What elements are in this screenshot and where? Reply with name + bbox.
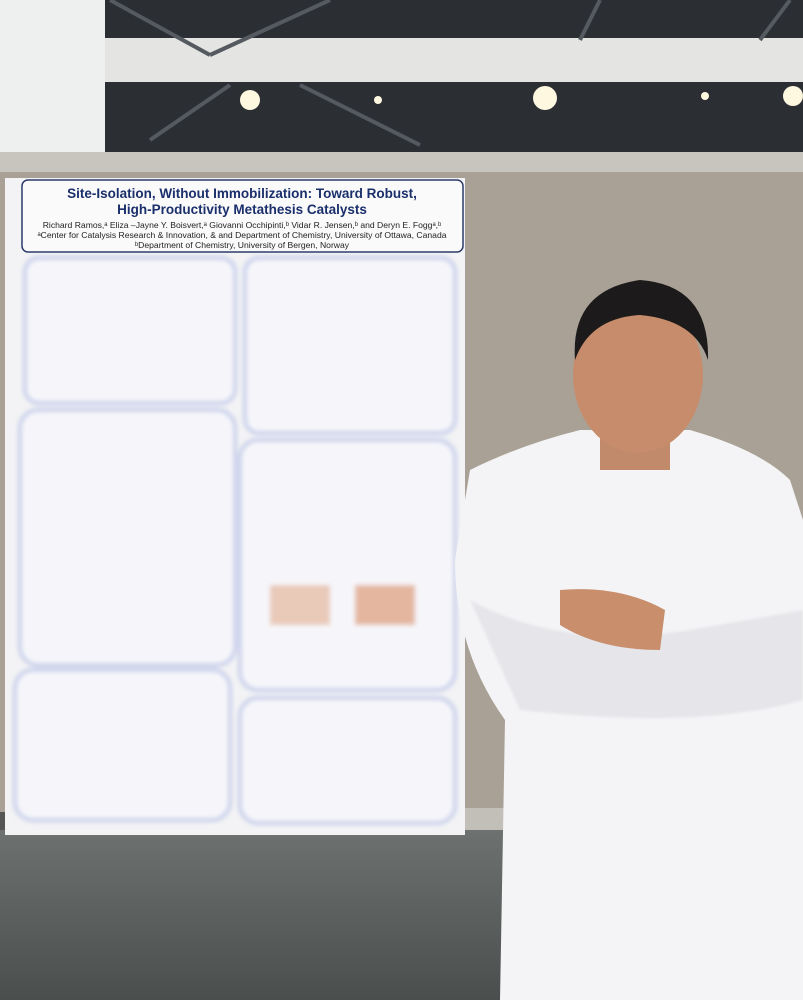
poster-affiliation: ᵃCenter for Catalysis Research & Innovat… [37,230,446,240]
beam [95,38,803,82]
white-wall [0,0,105,160]
poster-header [21,179,464,253]
blurred-panels [13,256,457,825]
poster-affiliation: ᵇDepartment of Chemistry, University of … [135,240,350,250]
poster-title: Site-Isolation, Without Immobilization: … [67,186,417,201]
truss [109,0,792,147]
crossed-arms [470,600,803,718]
hair [574,280,709,360]
poster-title: High-Productivity Metathesis Catalysts [117,202,367,217]
poster-authors: Richard Ramos,ᵃ Eliza –Jayne Y. Boisvert… [43,220,442,230]
ceiling-lights [240,86,803,110]
hand [560,589,665,650]
face [573,297,703,453]
partition-top [0,152,803,172]
person [455,280,803,1000]
